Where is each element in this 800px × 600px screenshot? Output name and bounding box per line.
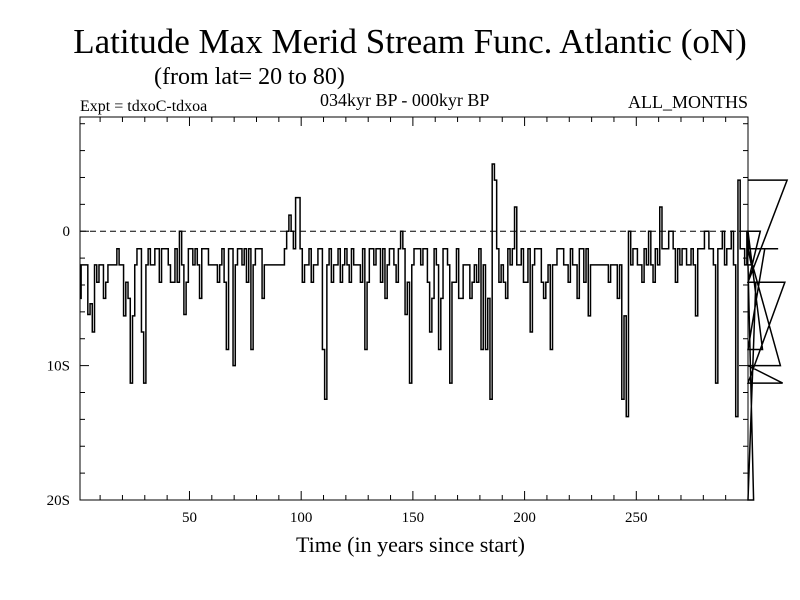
x-tick-label: 100 bbox=[290, 510, 313, 526]
x-tick-label: 50 bbox=[182, 510, 197, 526]
x-tick-label: 150 bbox=[402, 510, 425, 526]
plot-frame bbox=[79, 116, 749, 501]
y-tick-label: 10S bbox=[47, 359, 70, 375]
y-tick-label: 20S bbox=[47, 493, 70, 509]
chart-title: Latitude Max Merid Stream Func. Atlantic… bbox=[73, 22, 747, 61]
period-label: 034kyr BP - 000kyr BP bbox=[320, 90, 490, 110]
series-line bbox=[80, 163, 789, 501]
chart-subtitle: (from lat= 20 to 80) bbox=[154, 64, 345, 90]
x-tick-label: 200 bbox=[513, 510, 536, 526]
x-tick-label: 250 bbox=[625, 510, 648, 526]
x-axis-label: Time (in years since start) bbox=[296, 532, 525, 557]
experiment-label: Expt = tdxoC-tdxoa bbox=[80, 98, 208, 115]
months-label: ALL_MONTHS bbox=[628, 92, 748, 112]
y-tick-label: 0 bbox=[63, 224, 71, 240]
